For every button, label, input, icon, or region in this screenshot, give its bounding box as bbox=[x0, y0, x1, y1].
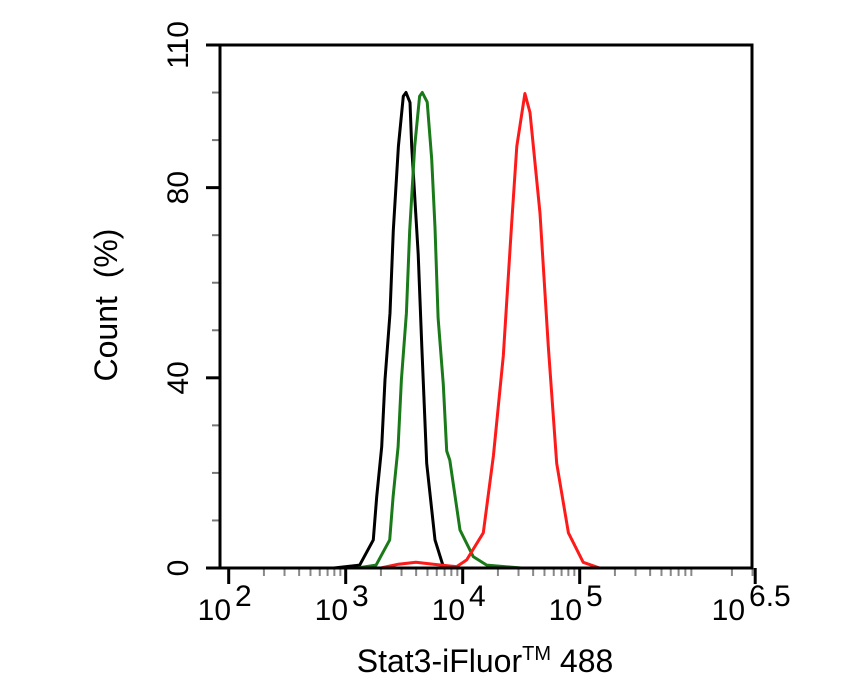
x-tick-label: 10 2 bbox=[198, 580, 252, 627]
x-axis-title: Stat3-iFluorTM 488 bbox=[357, 643, 614, 679]
x-tick-label: 10 4 bbox=[432, 580, 486, 627]
x-tick-labels: 10 2 10 3 10 4 10 5 10 6.5 bbox=[198, 580, 791, 627]
major-ticks bbox=[206, 43, 757, 584]
y-tick-label: 40 bbox=[162, 361, 195, 394]
y-tick-labels: 0 40 80 110 bbox=[162, 21, 195, 576]
x-tick-label: 10 6.5 bbox=[712, 580, 791, 627]
minor-ticks bbox=[212, 91, 754, 576]
series-line-black bbox=[333, 91, 454, 570]
y-tick-label: 0 bbox=[162, 560, 195, 577]
series-group bbox=[333, 91, 601, 570]
y-tick-label: 110 bbox=[162, 21, 195, 69]
x-tick-label: 10 3 bbox=[315, 580, 369, 627]
plot-frame bbox=[218, 43, 754, 570]
x-tick-label: 10 5 bbox=[549, 580, 603, 627]
y-axis-title: Count (%) bbox=[88, 229, 124, 382]
y-tick-label: 80 bbox=[162, 171, 195, 204]
series-line-red bbox=[380, 92, 601, 570]
series-line-green bbox=[357, 91, 522, 570]
